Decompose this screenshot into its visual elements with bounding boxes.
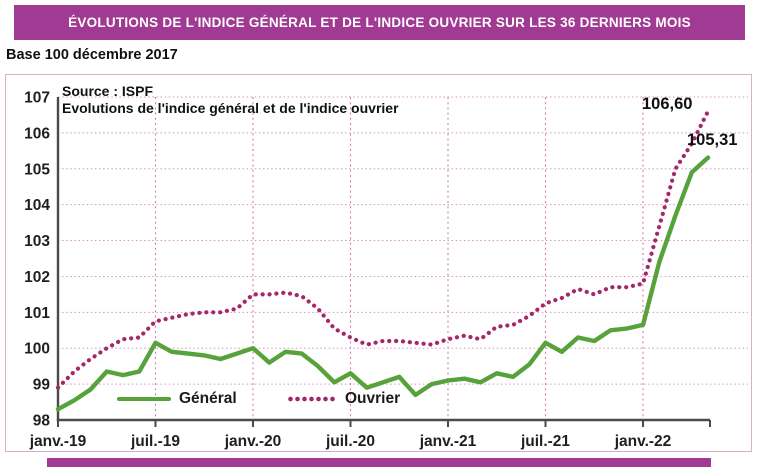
y-tick-label: 103 bbox=[24, 233, 50, 250]
chart-source: Source : ISPF bbox=[62, 83, 154, 99]
legend-item-ouvrier: Ouvrier bbox=[287, 390, 400, 408]
legend-label-general: Général bbox=[179, 390, 237, 407]
x-tick-label: janv.-21 bbox=[419, 433, 477, 450]
legend-item-general: Général bbox=[117, 390, 237, 408]
ouvrier-line-swatch bbox=[287, 396, 337, 402]
y-tick-label: 100 bbox=[24, 341, 50, 358]
x-tick-label: janv.-19 bbox=[29, 433, 87, 450]
general-line-swatch bbox=[117, 396, 171, 402]
y-tick-label: 98 bbox=[33, 413, 51, 430]
x-tick-label: juil.-19 bbox=[130, 433, 180, 450]
chart-title: Evolutions de l'indice général et de l'i… bbox=[62, 99, 399, 116]
y-tick-label: 101 bbox=[24, 305, 50, 322]
chart-source-block: Source : ISPF Evolutions de l'indice gén… bbox=[62, 83, 399, 116]
x-tick-label: janv.-22 bbox=[614, 433, 672, 450]
base-period-label: Base 100 décembre 2017 bbox=[6, 47, 178, 63]
header-banner: ÉVOLUTIONS DE L'INDICE GÉNÉRAL ET DE L'I… bbox=[14, 5, 745, 40]
x-tick-label: juil.-21 bbox=[520, 433, 570, 450]
general-end-value-label: 105,31 bbox=[687, 131, 738, 149]
y-tick-label: 106 bbox=[24, 125, 50, 142]
x-tick-label: juil.-20 bbox=[325, 433, 375, 450]
chart-frame bbox=[5, 74, 752, 452]
legend-label-ouvrier: Ouvrier bbox=[345, 390, 401, 407]
y-tick-label: 104 bbox=[24, 197, 50, 214]
general-line bbox=[55, 155, 711, 412]
page-title: ÉVOLUTIONS DE L'INDICE GÉNÉRAL ET DE L'I… bbox=[68, 15, 691, 30]
y-tick-label: 102 bbox=[24, 269, 50, 286]
y-tick-label: 107 bbox=[24, 89, 50, 106]
ouvrier-line bbox=[55, 109, 711, 390]
y-tick-label: 99 bbox=[33, 377, 51, 394]
ouvrier-end-value-label: 106,60 bbox=[642, 95, 693, 113]
y-tick-label: 105 bbox=[24, 161, 50, 178]
x-tick-label: janv.-20 bbox=[224, 433, 282, 450]
next-section-banner-edge bbox=[47, 458, 711, 467]
